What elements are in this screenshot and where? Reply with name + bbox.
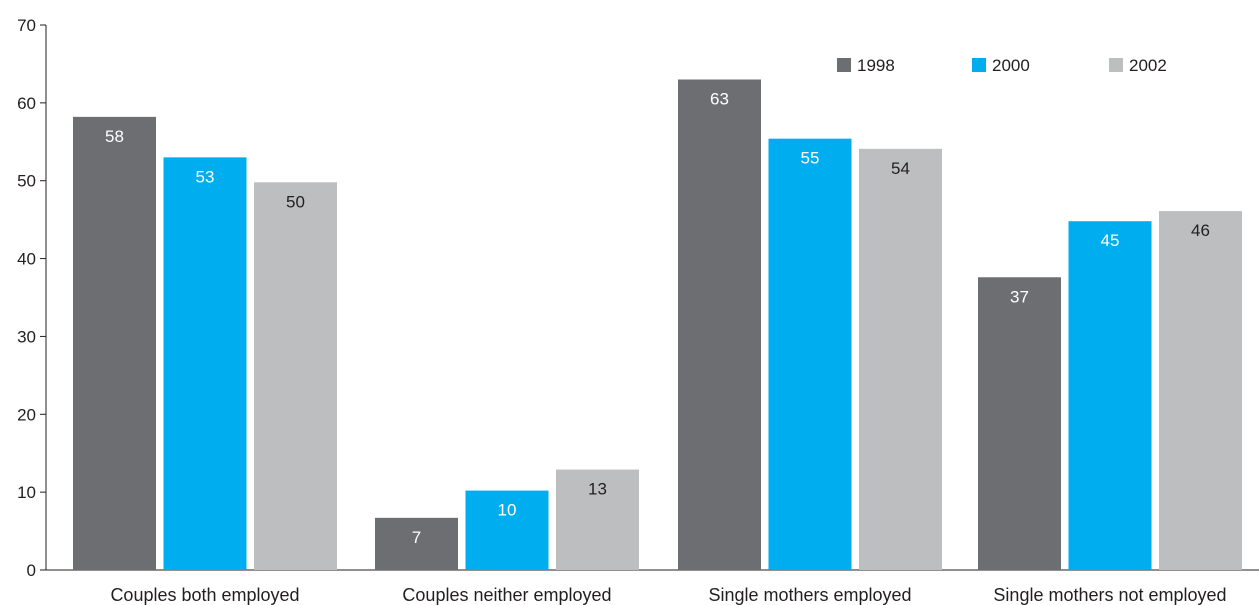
y-tick-label: 30 <box>17 327 36 346</box>
legend-swatch-2000 <box>972 58 986 72</box>
legend-label-2000: 2000 <box>992 56 1030 75</box>
y-tick-label: 10 <box>17 483 36 502</box>
data-label: 10 <box>498 501 517 520</box>
data-label: 54 <box>891 159 910 178</box>
axes: 0 10 20 30 40 50 60 70 Couples both employed Coup… <box>17 16 1259 605</box>
legend-label-1998: 1998 <box>857 56 895 75</box>
data-label: 50 <box>286 192 305 211</box>
bar-1998 <box>678 79 761 570</box>
y-tick-label: 20 <box>17 405 36 424</box>
bar-2002 <box>859 148 942 571</box>
legend-label-2002: 2002 <box>1129 56 1167 75</box>
bar-1998 <box>73 116 156 570</box>
data-label: 63 <box>710 90 729 109</box>
bar-2002 <box>254 182 337 570</box>
x-category-label: Couples both employed <box>110 585 299 605</box>
data-label: 55 <box>801 149 820 168</box>
bar-2000 <box>768 138 852 570</box>
legend-swatch-1998 <box>837 58 851 72</box>
x-category-label: Couples neither employed <box>402 585 611 605</box>
x-category-label: Single mothers employed <box>708 585 911 605</box>
data-label: 53 <box>196 167 215 186</box>
data-label: 7 <box>412 528 421 547</box>
y-tick-label: 70 <box>17 16 36 35</box>
bar-2000 <box>1068 221 1152 570</box>
bar-2002 <box>556 469 639 570</box>
data-label: 45 <box>1101 231 1120 250</box>
bar-2000 <box>465 490 549 570</box>
y-tick-label: 40 <box>17 250 36 269</box>
data-label: 58 <box>105 127 124 146</box>
legend: 1998 2000 2002 <box>837 56 1167 75</box>
x-category-label: Single mothers not employed <box>993 585 1226 605</box>
y-tick-label: 60 <box>17 94 36 113</box>
data-label: 37 <box>1010 287 1029 306</box>
bar-2000 <box>163 157 247 570</box>
y-tick-label: 50 <box>17 172 36 191</box>
data-label: 13 <box>588 480 607 499</box>
bar-2002 <box>1159 211 1242 571</box>
y-tick-label: 0 <box>27 561 36 580</box>
bars <box>73 79 1242 571</box>
bar-1998 <box>978 277 1061 570</box>
data-label: 46 <box>1191 221 1210 240</box>
legend-swatch-2002 <box>1109 58 1123 72</box>
bar-1998 <box>375 517 458 570</box>
data-labels: 58 53 50 7 10 13 63 55 54 37 45 46 <box>105 90 1210 547</box>
